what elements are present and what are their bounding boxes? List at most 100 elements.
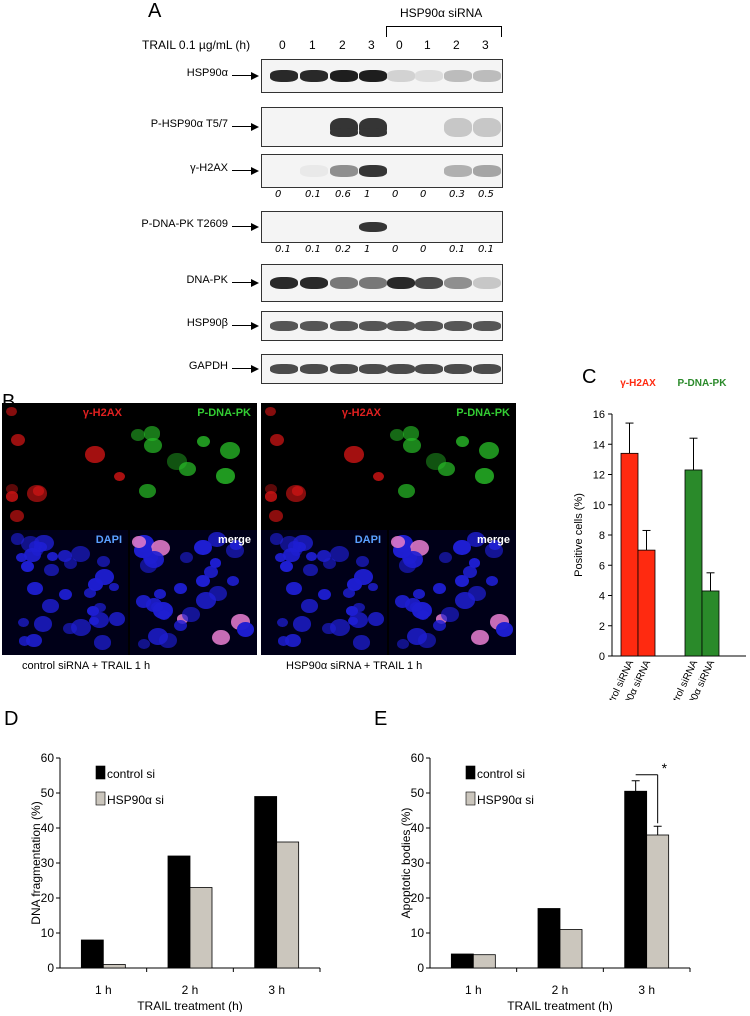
cell-nucleus: [441, 607, 459, 622]
blot-label: γ-H2AX: [190, 162, 228, 174]
cell-nucleus: [368, 612, 385, 626]
timepoint-label: 3: [368, 38, 375, 52]
band-quantification: 0: [420, 244, 427, 255]
blot-band: [444, 165, 472, 177]
timepoint-label: 0: [279, 38, 286, 52]
blot-band: [300, 321, 328, 331]
blot-band: [330, 127, 358, 138]
cell-nucleus: [471, 629, 489, 645]
blot-band: [330, 70, 358, 82]
band-quantification: 0.5: [478, 189, 494, 200]
blot-arrow: [232, 368, 252, 369]
bar: [189, 887, 213, 969]
cell-nucleus: [317, 550, 332, 563]
cell-nucleus: [277, 636, 290, 647]
cell-nucleus: [42, 598, 59, 613]
y-tick-label: 30: [41, 856, 55, 870]
bar: [102, 964, 126, 969]
cell-nucleus: [15, 553, 27, 563]
blot-band: [473, 221, 501, 233]
timepoint-label: 1: [424, 38, 431, 52]
cell-nucleus: [179, 462, 196, 477]
channel-dapi: DAPI: [261, 530, 387, 655]
panel-e-label: E: [374, 708, 388, 730]
x-tick-label: 2 h: [182, 983, 199, 997]
blot-band: [387, 70, 415, 82]
blot-band: [444, 221, 472, 233]
panel-a-label: A: [148, 0, 162, 22]
band-quantification: 0: [392, 189, 399, 200]
x-tick-label: 1 h: [465, 983, 482, 997]
cell-nucleus: [197, 435, 211, 447]
cell-nucleus: [109, 612, 126, 626]
cell-nucleus: [318, 589, 332, 601]
cell-nucleus: [329, 619, 350, 636]
cell-nucleus: [10, 533, 24, 545]
channel-h2ax: γ-H2AX: [261, 403, 387, 528]
legend-swatch: [95, 791, 106, 806]
blot-arrow-head: [251, 278, 259, 287]
band-quantification: 0.3: [449, 189, 465, 200]
trail-label: TRAIL 0.1 µg/mL (h): [142, 38, 251, 52]
cell-nucleus: [230, 539, 242, 550]
y-tick-label: 50: [411, 786, 425, 800]
cell-nucleus: [485, 575, 499, 587]
cell-nucleus: [10, 510, 24, 522]
cell-nucleus: [264, 483, 278, 494]
cell-nucleus: [173, 582, 187, 594]
cell-nucleus: [10, 434, 25, 447]
bar: [701, 590, 720, 657]
chart-d: 0 10 20 30 40 50 60 DNA fragmentation (%) 1 h 2 h…: [30, 751, 321, 1012]
bar: [276, 841, 300, 969]
cell-nucleus: [64, 557, 78, 569]
cell-nucleus: [402, 550, 423, 568]
cell-nucleus: [59, 589, 73, 601]
panel-c-label: C: [582, 366, 597, 388]
y-tick-label: 6: [599, 560, 605, 572]
channel-dapi: DAPI: [2, 530, 128, 655]
caption-control: control siRNA + TRAIL 1 h: [22, 660, 151, 672]
y-tick-label: 2: [599, 621, 605, 633]
channel-label: DAPI: [95, 534, 122, 546]
cell-nucleus: [397, 638, 410, 650]
y-tick-label: 40: [411, 821, 425, 835]
y-axis-title: DNA fragmentation (%): [30, 801, 43, 924]
bar: [624, 790, 648, 969]
band-quantification: 0: [392, 244, 399, 255]
band-quantification: 0: [275, 189, 282, 200]
legend-label: HSP90α si: [107, 793, 164, 807]
channel-merge: merge: [130, 530, 257, 655]
blot-band: [330, 364, 358, 374]
cell-nucleus: [426, 453, 446, 470]
cell-nucleus: [453, 539, 471, 555]
blot-band: [387, 321, 415, 331]
blot-band: [415, 321, 443, 331]
cell-nucleus: [373, 471, 385, 481]
band-quantification: 1: [364, 244, 371, 255]
cell-nucleus: [144, 438, 162, 454]
micrograph-hsp90a-sirna: γ-H2AX P-DNA-PK DAPI merge: [261, 403, 516, 655]
bar: [537, 908, 561, 969]
blot-band: [444, 364, 472, 374]
x-tick-label: 3 h: [268, 983, 285, 997]
blot-band: [444, 70, 472, 82]
blot-band: [415, 276, 443, 290]
blot-arrow-head: [251, 166, 259, 175]
channel-label: merge: [217, 534, 251, 546]
cell-nucleus: [402, 426, 420, 441]
band-quantification: 1: [364, 189, 371, 200]
cell-nucleus: [71, 545, 90, 562]
group-title: γ-H2AX: [620, 378, 656, 389]
blot-arrow: [232, 325, 252, 326]
cell-nucleus: [455, 592, 476, 610]
y-tick-label: 10: [593, 500, 605, 512]
sirna-header: HSP90α siRNA: [400, 6, 483, 20]
blot-band: [300, 117, 328, 137]
cell-nucleus: [138, 638, 151, 650]
blot-band: [359, 70, 387, 82]
cell-nucleus: [479, 442, 500, 460]
cell-nucleus: [154, 588, 167, 600]
blot-label: GAPDH: [188, 360, 228, 372]
blot-band: [270, 70, 298, 82]
cell-nucleus: [204, 565, 219, 578]
